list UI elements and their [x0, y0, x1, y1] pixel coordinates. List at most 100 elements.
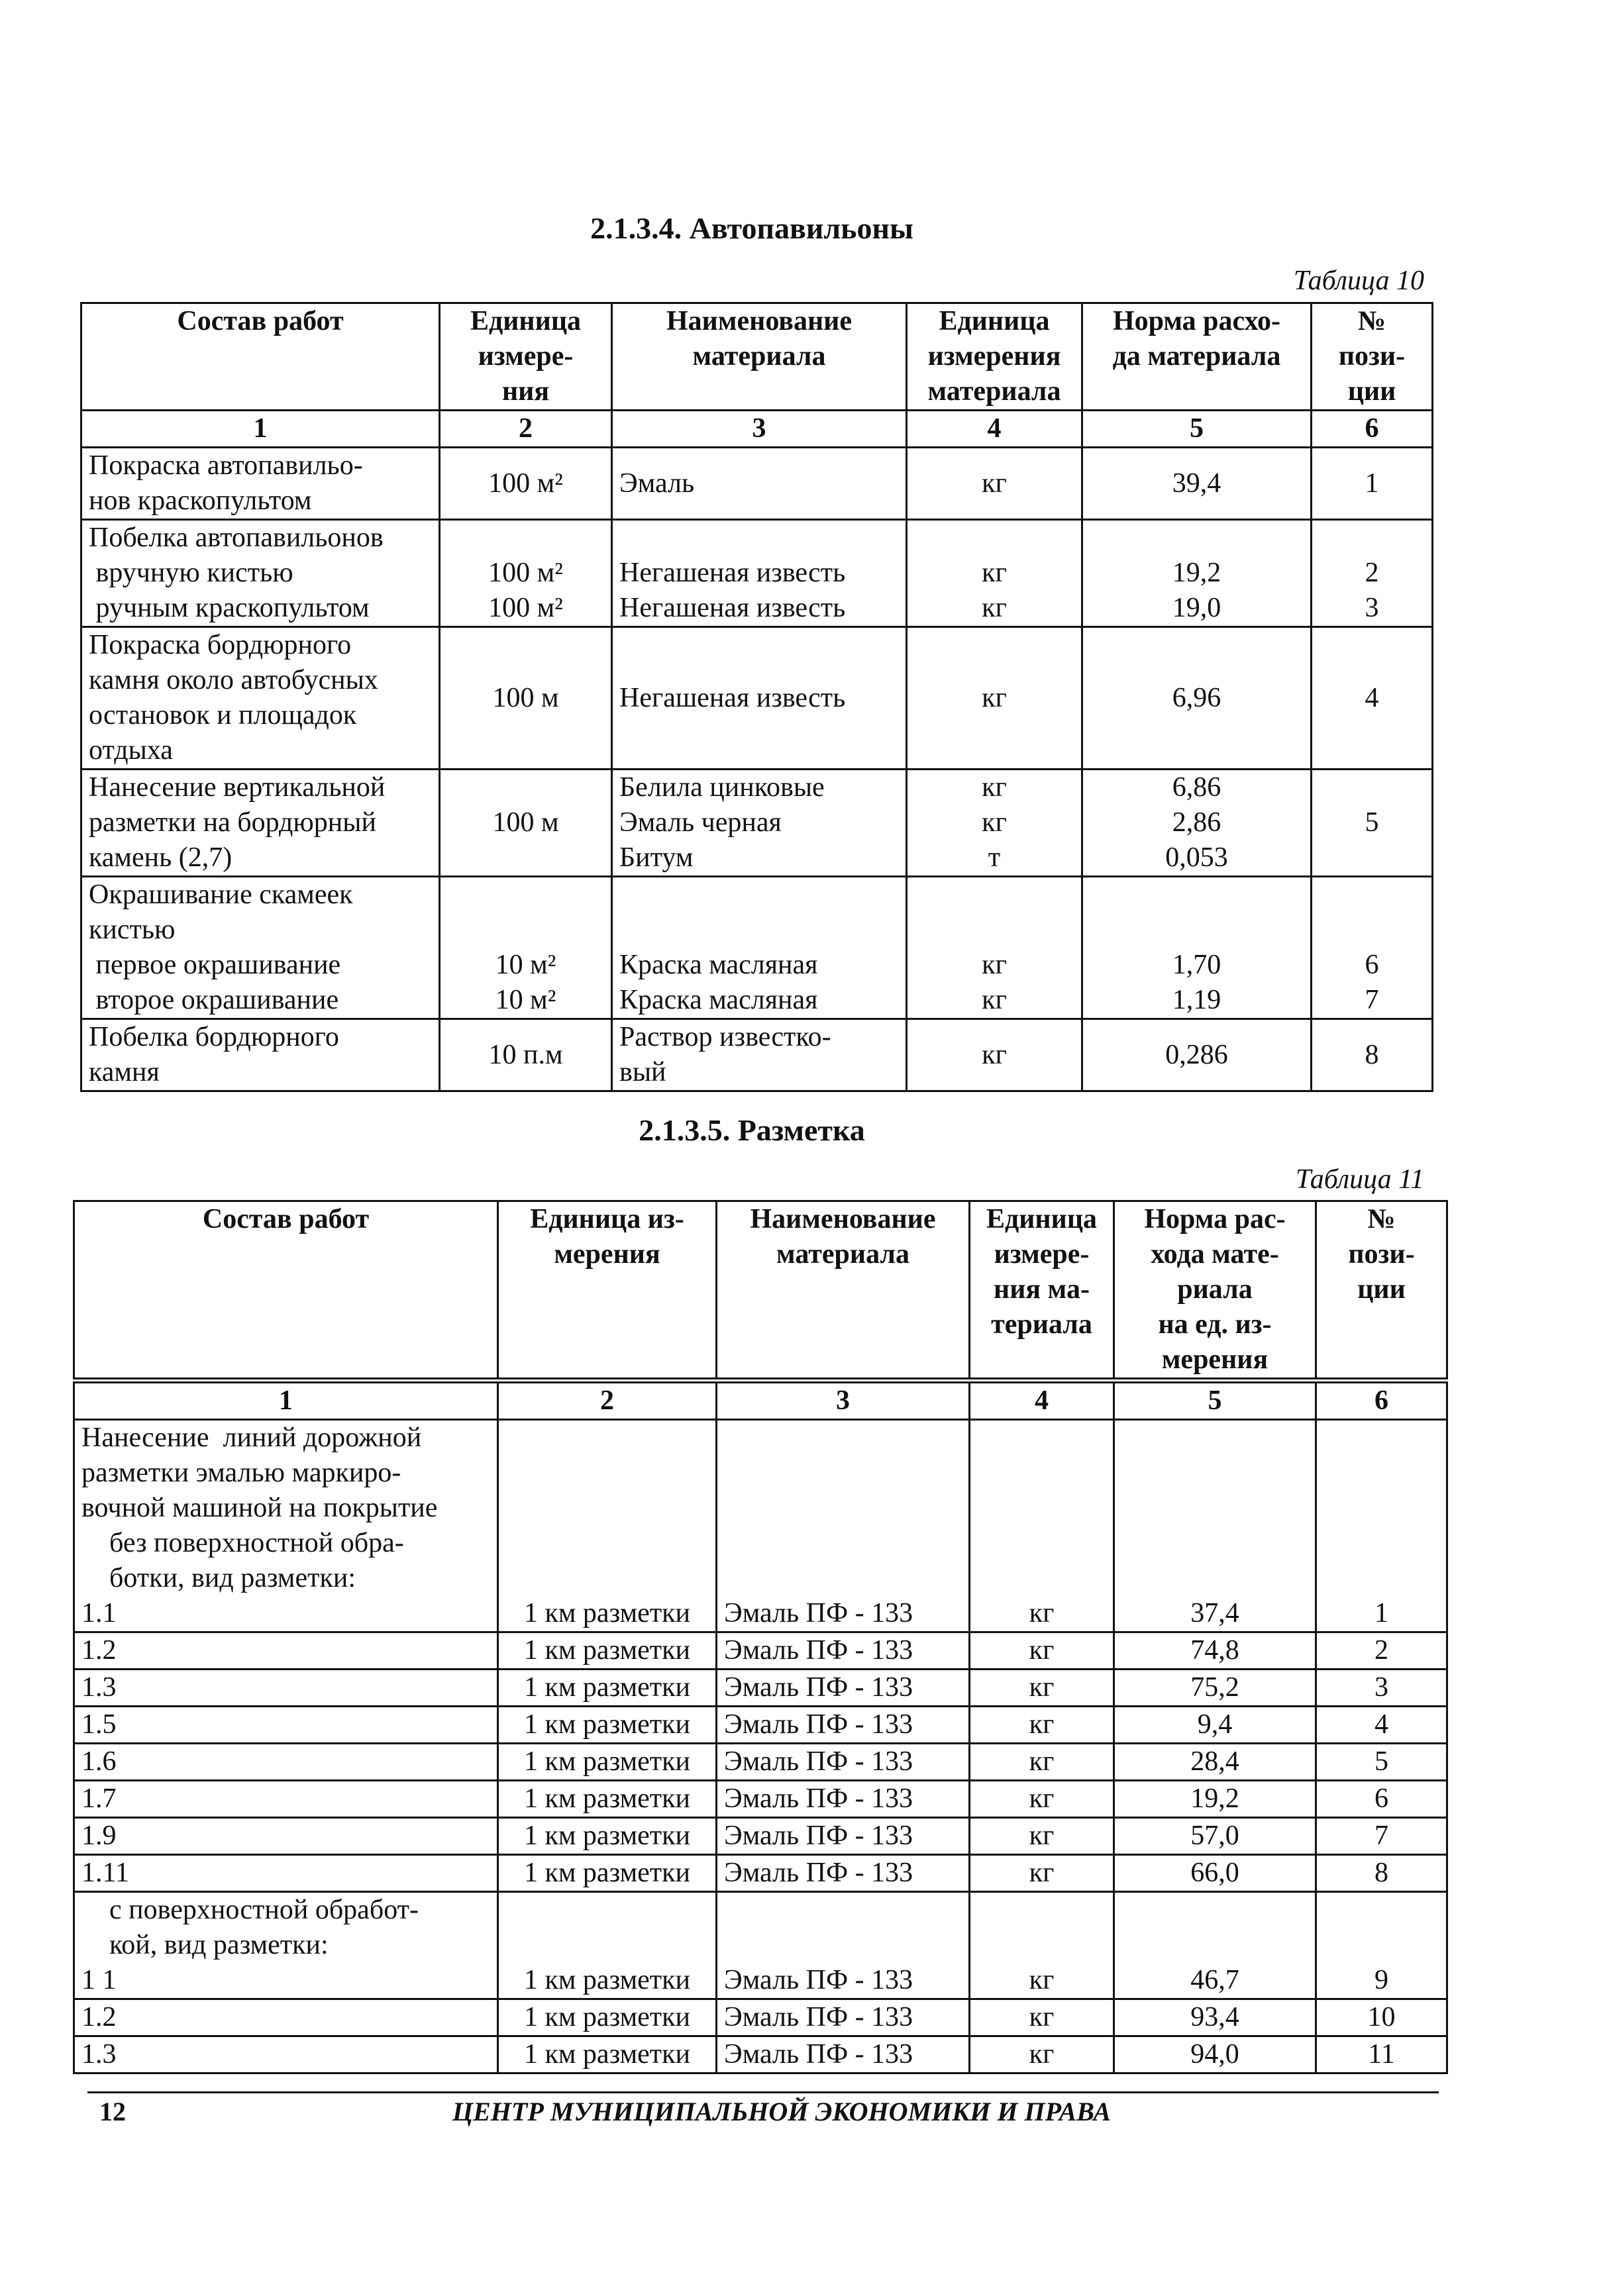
table-cell: кг [968, 2035, 1115, 2074]
table-cell: 2 [1315, 1631, 1448, 1670]
table-cell: 5 [1315, 1742, 1448, 1781]
table-row: 1.11 1 км разметки Эмаль ПФ - 133 кг 66,0 8 [73, 1854, 1448, 1893]
table-cell: Покраска автопавильо- нов краскопультом [80, 446, 441, 521]
table-cell: 1.3 [73, 2035, 499, 2074]
table-cell: кг [968, 1817, 1115, 1856]
table-cell: кг [906, 626, 1083, 770]
table-cell: 28,4 [1113, 1742, 1317, 1781]
table-cell: 74,8 [1113, 1631, 1317, 1670]
table-cell: Эмаль ПФ - 133 [715, 1705, 970, 1744]
table-row: Покраска автопавильо- нов краскопультом 1… [80, 446, 1433, 521]
column-header: Норма рас- хода мате- риала на ед. из- м… [1113, 1200, 1317, 1383]
table-row: 1.2 1 км разметки Эмаль ПФ - 133 кг 74,8 2 [73, 1631, 1448, 1670]
column-number: 4 [906, 409, 1083, 448]
column-number: 1 [80, 409, 441, 448]
table-cell: 1 км разметки [497, 1998, 717, 2037]
table-cell: 1 км разметки [497, 1891, 717, 2000]
table-cell: 6 7 [1310, 875, 1433, 1020]
column-number: 2 [497, 1379, 717, 1421]
table-cell: 8 [1315, 1854, 1448, 1893]
table-cell: 93,4 [1113, 1998, 1317, 2037]
table-cell: Раствор известко- вый [611, 1018, 907, 1092]
table-cell: Эмаль ПФ - 133 [715, 1998, 970, 2037]
table-cell: 4 [1310, 626, 1433, 770]
page-number: 12 [99, 2097, 126, 2126]
section-title: 2.1.3.5. Разметка [639, 1113, 865, 1147]
column-number: 6 [1310, 409, 1433, 448]
table-row: 1.9 1 км разметки Эмаль ПФ - 133 кг 57,0 7 [73, 1817, 1448, 1856]
table-row: Нанесение вертикальной разметки на бордю… [80, 768, 1433, 877]
table-cell: 75,2 [1113, 1668, 1317, 1707]
materials-table-11: Состав работ Единица из- мерения Наименова… [73, 1200, 1448, 2074]
table-row: Нанесение линий дорожной разметки эмалью… [73, 1419, 1448, 1633]
table-row: Побелка бордюрного камня 10 п.м Раствор из… [80, 1018, 1433, 1092]
column-number: 2 [439, 409, 613, 448]
table-cell: 7 [1315, 1817, 1448, 1856]
table-cell: 2 3 [1310, 519, 1433, 628]
table-cell: 1.7 [73, 1779, 499, 1819]
table-cell: кг [968, 1668, 1115, 1707]
table-row: 1.3 1 км разметки Эмаль ПФ - 133 кг 94,0 11 [73, 2035, 1448, 2074]
table-row: 1.3 1 км разметки Эмаль ПФ - 133 кг 75,2 3 [73, 1668, 1448, 1707]
table-caption: Таблица 10 [1293, 266, 1424, 296]
table-cell: 100 м² 100 м² [439, 519, 613, 628]
table-cell: кг [906, 446, 1083, 521]
table-cell: 1.5 [73, 1705, 499, 1744]
table-cell: кг [968, 1742, 1115, 1781]
table-cell: 1 км разметки [497, 1817, 717, 1856]
table-cell: 19,2 [1113, 1779, 1317, 1819]
table-cell: кг [968, 1998, 1115, 2037]
table-cell: кг [968, 1419, 1115, 1633]
table-cell: 1 км разметки [497, 2035, 717, 2074]
header-row: Состав работ Единица измере- ния Наименова… [80, 302, 1433, 411]
table-cell: Побелка автопавильонов вручную кистью ру… [80, 519, 441, 628]
table-cell: Эмаль ПФ - 133 [715, 1631, 970, 1670]
table-cell: кг [968, 1854, 1115, 1893]
column-header: Единица из- мерения [497, 1200, 717, 1383]
table-cell: Эмаль ПФ - 133 [715, 1668, 970, 1707]
table-row: Побелка автопавильонов вручную кистью ру… [80, 519, 1433, 628]
table-cell: кг [968, 1631, 1115, 1670]
column-header: Норма расхо- да материала [1081, 302, 1312, 411]
table-cell: 1.6 [73, 1742, 499, 1781]
table-cell: 100 м [439, 768, 613, 877]
table-cell: 1.11 [73, 1854, 499, 1893]
table-cell: 1 км разметки [497, 1742, 717, 1781]
table-cell: кг [968, 1779, 1115, 1819]
table-cell: 1 км разметки [497, 1631, 717, 1670]
table-cell: 66,0 [1113, 1854, 1317, 1893]
column-number: 4 [968, 1379, 1115, 1421]
table-cell: кг [906, 1018, 1083, 1092]
table-cell: Негашеная известь [611, 626, 907, 770]
table-cell: Нанесение вертикальной разметки на бордю… [80, 768, 441, 877]
column-number: 3 [715, 1379, 970, 1421]
table-cell: 100 м² [439, 446, 613, 521]
table-cell: Негашеная известь Негашеная известь [611, 519, 907, 628]
table-cell: Окрашивание скамеек кистью первое окраши… [80, 875, 441, 1020]
materials-table-10: Состав работ Единица измере- ния Наименова… [80, 302, 1433, 1092]
table-cell: кг кг [906, 875, 1083, 1020]
table-row: Покраска бордюрного камня около автобусн… [80, 626, 1433, 770]
table-cell: Эмаль ПФ - 133 [715, 1419, 970, 1633]
table-cell: 5 [1310, 768, 1433, 877]
table-cell: 57,0 [1113, 1817, 1317, 1856]
table-cell: 39,4 [1081, 446, 1312, 521]
table-cell: 94,0 [1113, 2035, 1317, 2074]
table-cell: 4 [1315, 1705, 1448, 1744]
column-header: № пози- ции [1315, 1200, 1448, 1383]
table-cell: Эмаль ПФ - 133 [715, 1891, 970, 2000]
table-cell: 9,4 [1113, 1705, 1317, 1744]
column-header: № пози- ции [1310, 302, 1433, 411]
column-number: 5 [1113, 1379, 1317, 1421]
table-cell: 1.9 [73, 1817, 499, 1856]
table-cell: с поверхностной обработ- кой, вид размет… [73, 1891, 499, 2000]
table-cell: 10 [1315, 1998, 1448, 2037]
table-cell: 100 м [439, 626, 613, 770]
table-cell: 46,7 [1113, 1891, 1317, 2000]
table-cell: кг кг [906, 519, 1083, 628]
column-number: 3 [611, 409, 907, 448]
table-cell: 9 [1315, 1891, 1448, 2000]
column-number: 5 [1081, 409, 1312, 448]
table-cell: Эмаль ПФ - 133 [715, 1779, 970, 1819]
